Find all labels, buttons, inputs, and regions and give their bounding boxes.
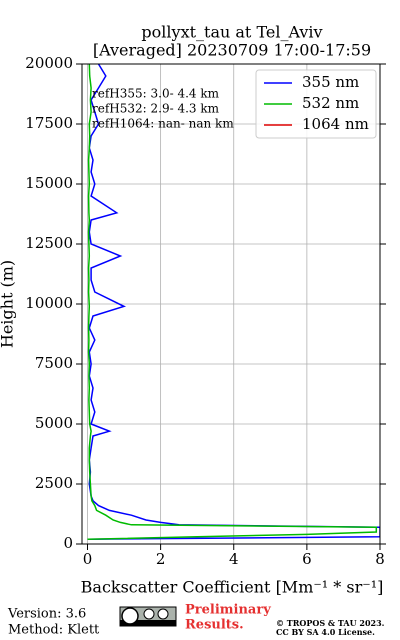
y-axis-label: Height (m)	[0, 260, 17, 348]
x-tick-label: 8	[375, 550, 385, 568]
annotation: refH1064: nan- nan km	[92, 117, 234, 131]
y-tick-label: 15000	[25, 174, 73, 192]
preliminary-notice: Results.	[185, 618, 244, 633]
method: Method: Klett	[8, 623, 100, 638]
annotation: refH355: 3.0- 4.4 km	[92, 87, 220, 101]
legend-box	[255, 69, 377, 139]
y-tick-label: 5000	[35, 414, 73, 432]
x-axis-label: Backscatter Coefficient [Mm⁻¹ * sr⁻¹]	[81, 578, 384, 597]
chart-title: pollyxt_tau at Tel_Aviv	[141, 23, 322, 42]
x-tick-label: 2	[156, 550, 166, 568]
y-tick-label: 2500	[35, 474, 73, 492]
x-tick-label: 4	[229, 550, 239, 568]
y-tick-label: 12500	[25, 234, 73, 252]
legend-label: 355 nm	[302, 73, 359, 91]
y-tick-label: 10000	[25, 294, 73, 312]
license: CC BY SA 4.0 License.	[276, 627, 375, 637]
y-tick-label: 7500	[35, 354, 73, 372]
x-tick-label: 0	[83, 550, 93, 568]
profile-line	[87, 64, 378, 540]
annotation: refH532: 2.9- 4.3 km	[92, 102, 220, 116]
legend-label: 532 nm	[302, 94, 359, 112]
y-tick-label: 0	[63, 534, 73, 552]
cc-badge	[119, 606, 177, 627]
axes-frame	[81, 63, 381, 545]
chart-subtitle: [Averaged] 20230709 17:00-17:59	[93, 41, 371, 60]
preliminary-notice: Preliminary	[185, 603, 271, 618]
copyright: © TROPOS & TAU 2023.	[276, 618, 385, 628]
legend-label: 1064 nm	[302, 115, 369, 133]
x-tick-label: 6	[302, 550, 312, 568]
y-tick-label: 17500	[25, 114, 73, 132]
plot-area: 0 2 4 6 8 0 2500 5000 7500 10000 12500 15000 17500 20…	[25, 54, 386, 568]
version: Version: 3.6	[7, 607, 86, 622]
y-tick-label: 20000	[25, 54, 73, 72]
profile-line	[87, 64, 380, 540]
